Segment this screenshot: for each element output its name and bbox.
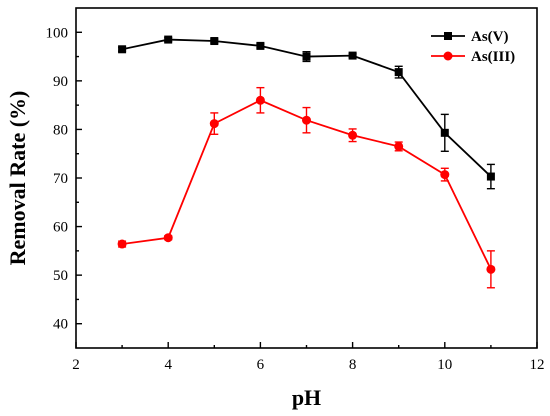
legend-label: As(V) bbox=[471, 29, 509, 45]
y-tick-label: 70 bbox=[53, 171, 68, 187]
data-point bbox=[210, 37, 219, 46]
data-point bbox=[163, 233, 173, 243]
y-axis-title: Removal Rate (%) bbox=[5, 91, 30, 266]
data-point bbox=[348, 130, 358, 140]
data-point bbox=[394, 141, 404, 151]
y-tick-label: 100 bbox=[46, 25, 69, 41]
y-tick-label: 90 bbox=[53, 74, 68, 90]
x-tick-label: 4 bbox=[164, 357, 172, 373]
axes: 2 4 6 8 10 12 40 50 60 70 80 90 100 bbox=[46, 7, 545, 373]
legend-label: As(III) bbox=[471, 49, 515, 65]
data-point bbox=[118, 45, 127, 54]
x-tick-label: 8 bbox=[349, 357, 357, 373]
data-point bbox=[302, 52, 311, 61]
data-point bbox=[255, 95, 265, 105]
legend-marker bbox=[444, 32, 452, 40]
data-point bbox=[486, 172, 495, 181]
series-layer bbox=[117, 35, 496, 289]
legend: As(V) As(III) bbox=[431, 29, 515, 65]
data-point bbox=[348, 51, 357, 60]
data-point bbox=[394, 68, 403, 77]
data-point bbox=[302, 115, 311, 125]
y-tick-label: 80 bbox=[53, 122, 68, 138]
series-asiii bbox=[117, 86, 496, 289]
x-axis-title: pH bbox=[292, 385, 321, 410]
x-tick-label: 10 bbox=[437, 357, 452, 373]
x-tick-label: 2 bbox=[72, 357, 80, 373]
y-tick-label: 40 bbox=[53, 317, 68, 333]
data-point bbox=[440, 128, 449, 137]
data-point bbox=[117, 239, 127, 249]
data-point bbox=[440, 170, 450, 180]
data-point bbox=[209, 119, 219, 129]
data-point bbox=[164, 35, 173, 44]
series-asv bbox=[118, 35, 495, 190]
y-tick-label: 50 bbox=[53, 268, 68, 284]
legend-marker bbox=[443, 51, 453, 61]
legend-entry: As(V) bbox=[431, 29, 509, 45]
x-tick-label: 12 bbox=[530, 357, 545, 373]
y-tick-label: 60 bbox=[53, 220, 68, 236]
data-point bbox=[256, 41, 265, 50]
legend-entry: As(III) bbox=[431, 49, 515, 65]
data-point bbox=[486, 264, 496, 274]
x-tick-label: 6 bbox=[257, 357, 265, 373]
